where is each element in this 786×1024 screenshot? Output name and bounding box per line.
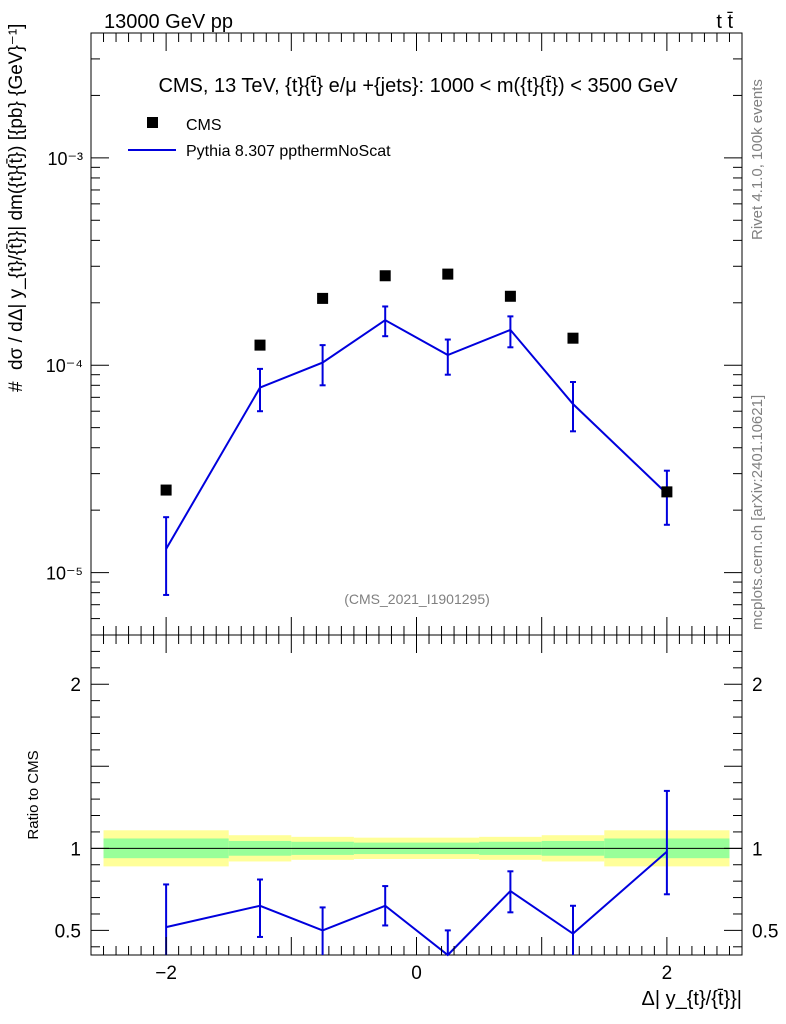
cms-data-point — [254, 339, 266, 351]
y-axis-label-prefix: # — [6, 381, 27, 392]
cms-data-point — [661, 486, 673, 498]
mcplots-label: mcplots.cern.ch [arXiv:2401.10621] — [749, 395, 766, 630]
ratio-y-tick-label: 1 — [70, 839, 81, 860]
header-process-label: t t̄ — [716, 11, 733, 33]
x-tick-label: 0 — [411, 963, 422, 984]
ratio-y-tick-labels: 0.5 0.5 1 1 2 2 — [55, 675, 779, 942]
ratio-y-tick-label-right: 2 — [752, 675, 763, 696]
x-tick-label: −2 — [155, 963, 177, 984]
rivet-version-label: Rivet 4.1.0, 100k events — [749, 79, 766, 240]
ratio-y-tick-label-right: 0.5 — [752, 921, 778, 942]
y-tick-label: 10⁻⁴ — [46, 356, 83, 376]
cms-data-point — [379, 270, 391, 282]
pythia-series — [163, 305, 670, 596]
ratio-pythia-line — [165, 850, 668, 957]
cms-series — [160, 268, 673, 498]
cms-data-point — [442, 268, 454, 280]
ratio-y-tick-label: 0.5 — [55, 921, 81, 942]
ratio-pythia-series — [163, 789, 670, 957]
x-axis-label: Δ| y_{t}/{t̄}}| — [642, 988, 743, 1010]
ratio-y-tick-label: 2 — [70, 675, 81, 696]
cms-data-point — [567, 332, 579, 344]
header-energy-label: 13000 GeV pp — [104, 11, 233, 33]
ratio-y-axis-label: Ratio to CMS — [25, 750, 42, 839]
legend-label-cms: CMS — [186, 117, 222, 134]
ratio-panel-frame — [90, 634, 743, 956]
cms-data-point — [317, 292, 329, 304]
cms-data-point — [160, 484, 172, 496]
ratio-y-tick-label-right: 1 — [752, 839, 763, 860]
cms-data-point — [504, 290, 516, 302]
legend-marker-cms — [147, 117, 158, 128]
analysis-watermark: (CMS_2021_I1901295) — [344, 591, 490, 607]
chart-title: CMS, 13 TeV, {t}{t̄} e/μ +{jets}: 1000 <… — [158, 75, 678, 97]
main-axis-ticks — [91, 32, 742, 635]
pythia-line — [165, 318, 668, 550]
x-tick-labels: −2 0 2 — [155, 963, 672, 984]
y-tick-label: 10⁻³ — [47, 149, 83, 169]
main-y-tick-labels: 10⁻⁵ 10⁻⁴ 10⁻³ — [46, 149, 83, 584]
x-tick-label: 2 — [662, 963, 673, 984]
legend-label-pythia: Pythia 8.307 ppthermNoScat — [186, 143, 391, 160]
ratio-axis-ticks — [91, 634, 742, 955]
y-tick-label: 10⁻⁵ — [46, 564, 83, 584]
legend: CMS Pythia 8.307 ppthermNoScat — [128, 117, 391, 160]
y-axis-label: dσ / dΔ| y_{t}/{t̄}}| dm({t}{t̄}) [{pb} … — [6, 24, 27, 370]
